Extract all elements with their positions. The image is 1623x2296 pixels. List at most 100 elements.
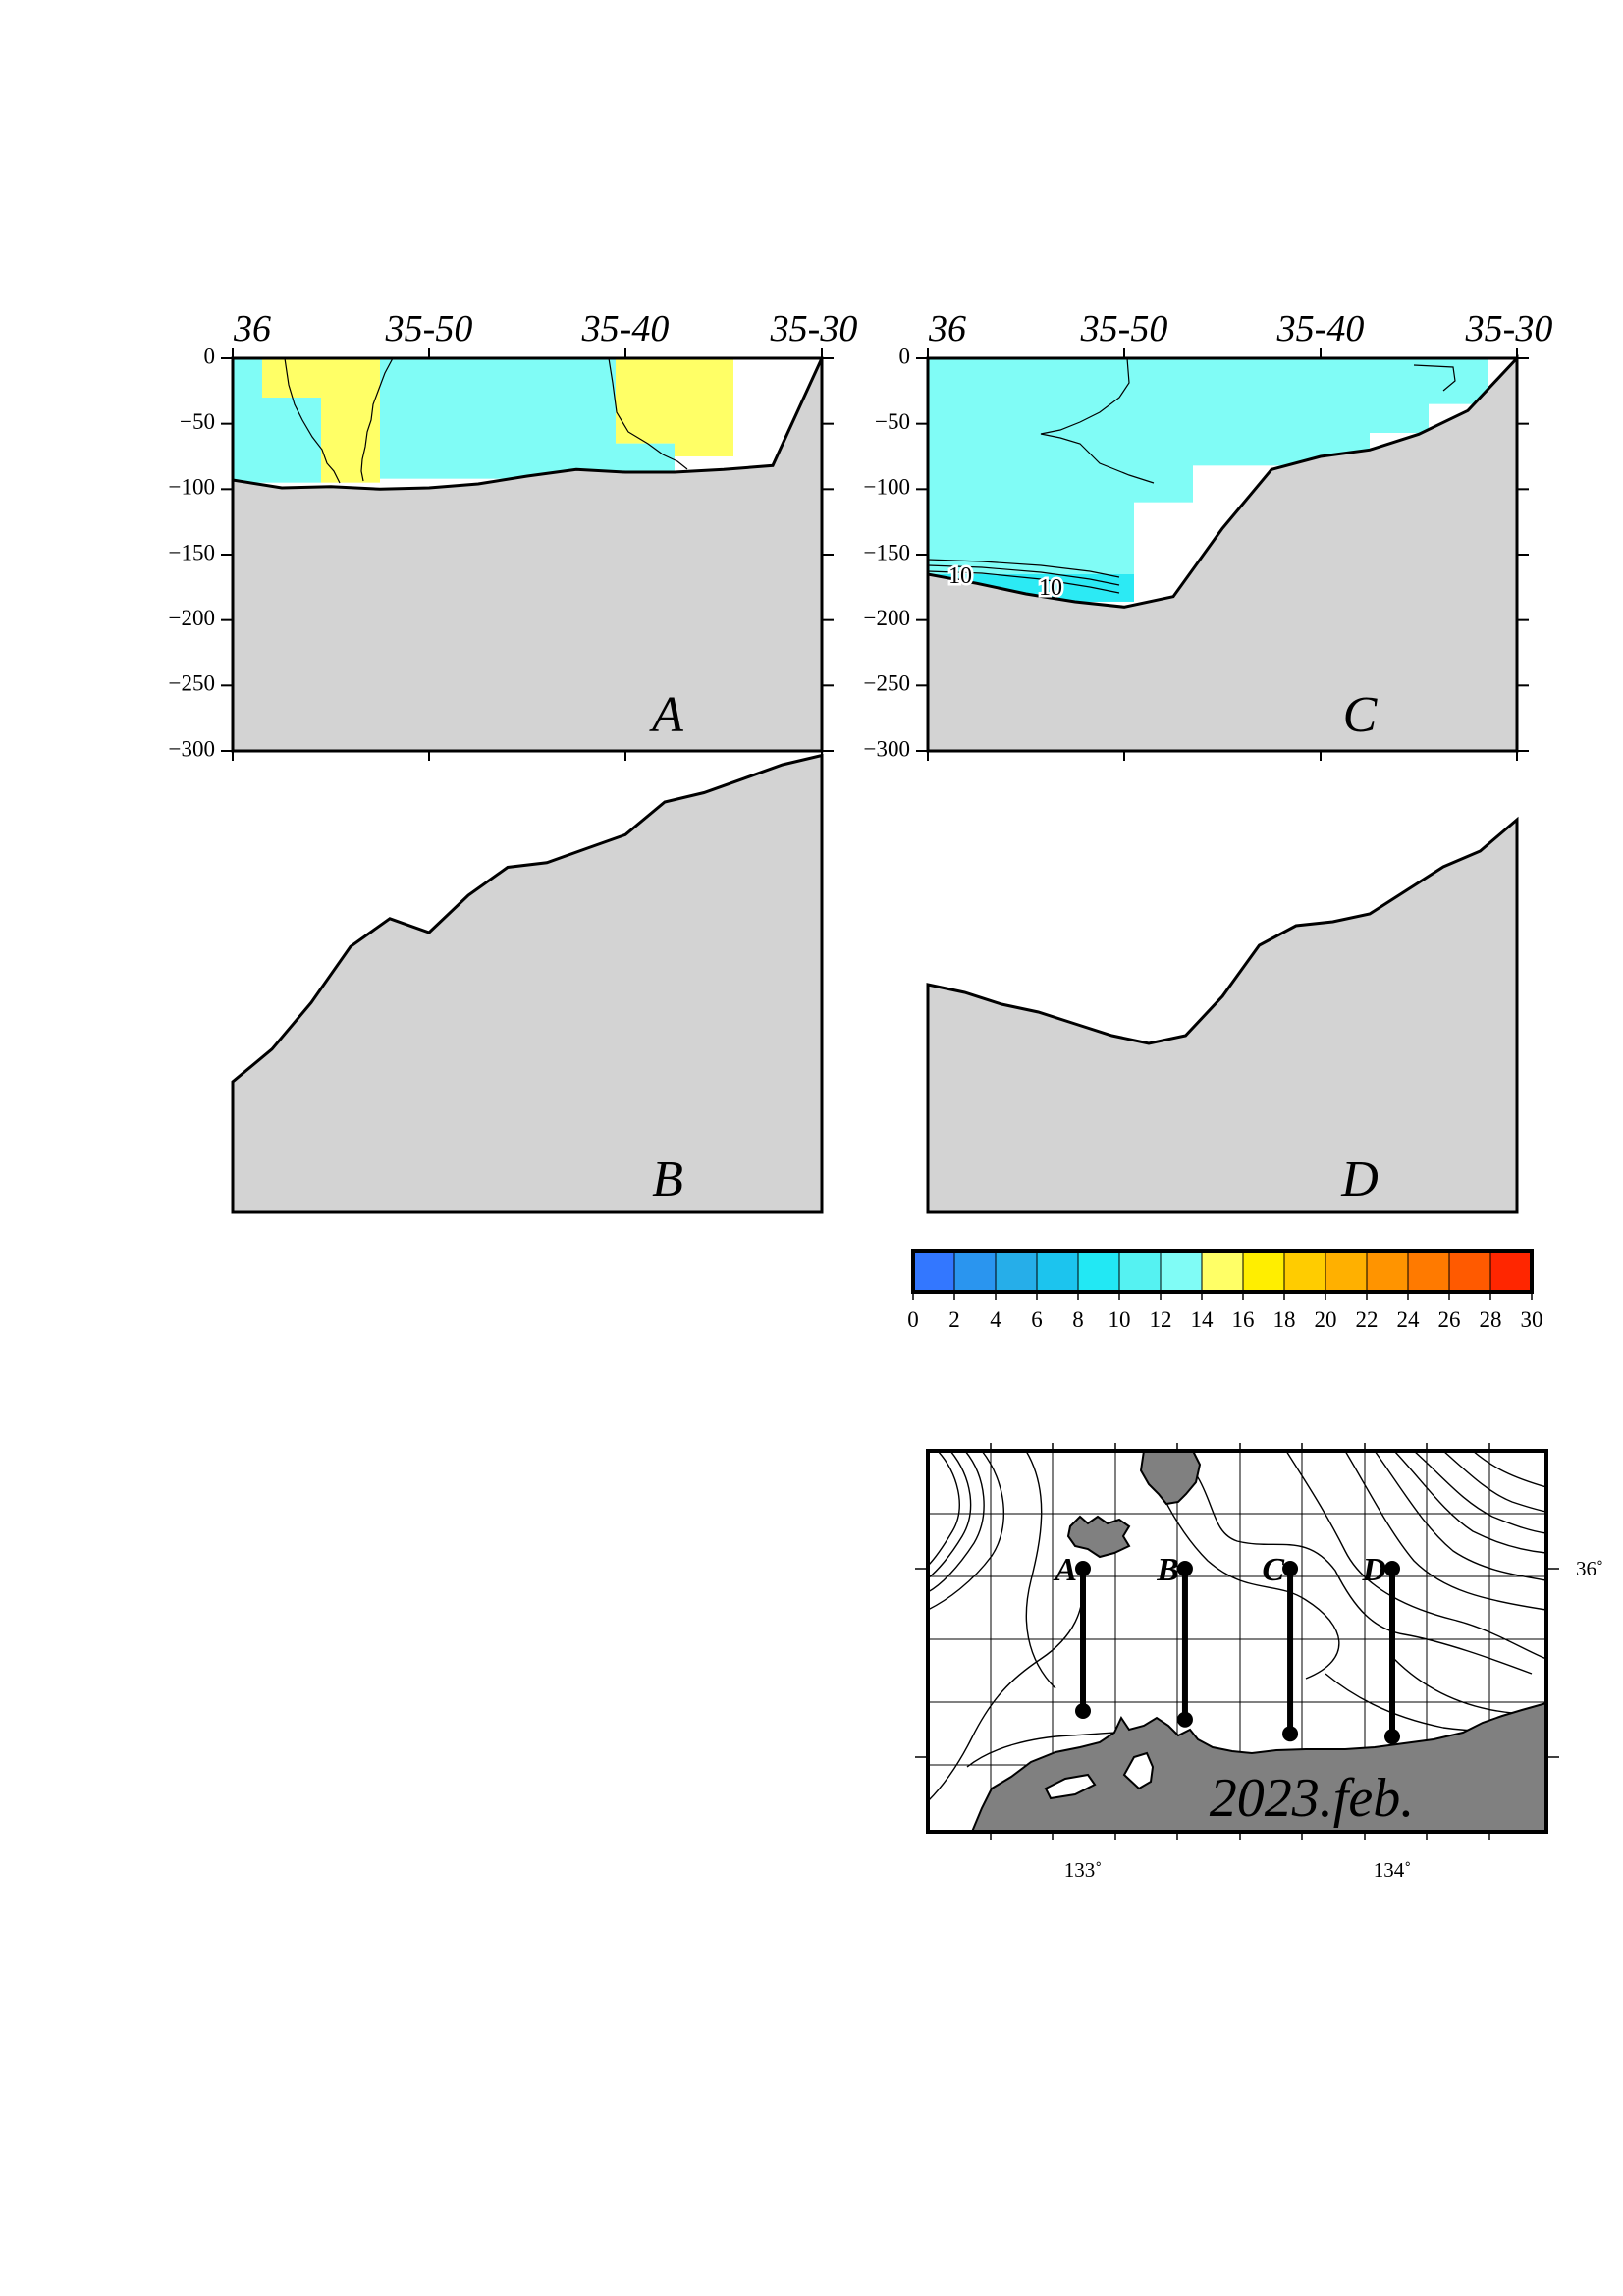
map-graticule — [928, 1451, 1546, 1832]
panel-b-bathymetry — [231, 753, 824, 1214]
colorbar-segment — [995, 1250, 1038, 1293]
c-temp-cell-1 — [1134, 358, 1193, 503]
colorbar-tick-label: 30 — [1521, 1308, 1543, 1332]
colorbar-frame — [911, 1249, 1534, 1294]
colorbar-segment — [1489, 1250, 1533, 1293]
colorbar-tick-label: 28 — [1480, 1308, 1502, 1332]
colorbar-tick-label: 26 — [1438, 1308, 1461, 1332]
map-date-stamp: 2023.feb. — [1210, 1768, 1414, 1829]
c-temp-cell-2 — [1193, 358, 1370, 466]
transect-start-d — [1384, 1561, 1400, 1576]
map-lon-label-133: 133˚ — [1064, 1858, 1103, 1882]
panel-c-contours — [928, 358, 1456, 594]
transect-end-b — [1176, 1711, 1193, 1728]
panel-a-axes: 0 −50 −100 −150 −200 −250 −300 36 35-50 35-40 35-3… — [169, 308, 858, 761]
a-temp-cell-3 — [321, 358, 380, 483]
colorbar-segment — [1201, 1250, 1244, 1293]
panel-c-contour-line — [928, 570, 1120, 594]
c-temp-cell-0 — [928, 358, 1134, 601]
colorbar-segment — [1036, 1250, 1079, 1293]
a-temp-cell-5 — [616, 358, 675, 444]
y-tick-label: −250 — [864, 671, 910, 696]
panel-a-contour-line — [360, 358, 394, 482]
y-tick-label: −300 — [169, 736, 215, 761]
panel-d-letter: D — [1340, 1151, 1379, 1207]
colorbar-segment — [1242, 1250, 1285, 1293]
colorbar-tick-label: 8 — [1072, 1308, 1084, 1332]
transect-end-c — [1282, 1726, 1299, 1742]
colorbar-segment — [1366, 1250, 1409, 1293]
a-temp-cell-2 — [262, 358, 321, 398]
map-frame — [926, 1449, 1548, 1834]
map-lon-label-134: 134˚ — [1374, 1858, 1412, 1882]
panel-a-contours — [284, 358, 688, 484]
transect-end-a — [1075, 1703, 1091, 1719]
panel-a-temperature-cells — [233, 358, 733, 483]
x-tick-label: 35-40 — [581, 308, 670, 349]
panel-b-letter: B — [652, 1151, 683, 1207]
y-tick-label: 0 — [899, 344, 911, 368]
map-land-south — [970, 1701, 1547, 1833]
y-tick-label: −200 — [864, 606, 910, 630]
transect-label-d: D — [1361, 1552, 1386, 1588]
a-temp-cell-1 — [233, 398, 321, 483]
panel-c-temperature-cells — [928, 358, 1488, 601]
x-tick-label: 35-50 — [385, 308, 473, 349]
colorbar-tick-label: 24 — [1397, 1308, 1421, 1332]
panel-d-bathymetry — [926, 816, 1519, 1214]
colorbar-segment — [1077, 1250, 1120, 1293]
panel-c-contour-line — [928, 564, 1120, 586]
colorbar-tick-label: 12 — [1150, 1308, 1172, 1332]
temperature-colorbar: 0 2 4 6 8 10 12 14 16 18 20 22 24 26 28 30 — [907, 1249, 1543, 1332]
transect-start-a — [1075, 1561, 1091, 1576]
panel-a-contour-line — [284, 358, 341, 484]
colorbar-segment — [912, 1250, 955, 1293]
panel-a-bathymetry — [231, 357, 824, 753]
colorbar-tick-label: 16 — [1232, 1308, 1255, 1332]
y-tick-label: 0 — [204, 344, 216, 368]
map-lake-2 — [1122, 1751, 1155, 1790]
panel-c-contour-line — [928, 559, 1120, 578]
y-tick-label: −250 — [169, 671, 215, 696]
colorbar-segment — [1325, 1250, 1368, 1293]
map-island-north — [1139, 1450, 1202, 1506]
y-tick-label: −100 — [169, 475, 215, 500]
panel-c-contour-label: 10 — [1039, 575, 1062, 601]
station-map: A B C D 2023.feb. 133˚ 134˚ 36˚ — [915, 1443, 1603, 1882]
x-tick-label: 35-30 — [770, 308, 858, 349]
colorbar-tick-label: 20 — [1315, 1308, 1337, 1332]
transect-label-a: A — [1053, 1552, 1077, 1588]
transect-label-c: C — [1262, 1552, 1284, 1588]
a-temp-cell-4 — [380, 358, 616, 479]
x-tick-label: 36 — [928, 308, 966, 349]
x-tick-label: 36 — [233, 308, 271, 349]
y-tick-label: −150 — [169, 540, 215, 564]
transect-start-c — [1282, 1561, 1299, 1576]
a-temp-cell-7 — [675, 358, 733, 456]
transect-end-d — [1384, 1729, 1400, 1745]
map-lake-1 — [1044, 1773, 1097, 1800]
panel-a: 0 −50 −100 −150 −200 −250 −300 36 35-50 35-40 35-3… — [169, 308, 858, 761]
y-tick-label: −50 — [180, 409, 215, 434]
y-tick-label: −100 — [864, 475, 910, 500]
panel-a-contour-line — [608, 358, 688, 470]
panel-c-contour-label: 10 — [948, 563, 972, 589]
a-temp-cell-6 — [616, 443, 675, 474]
map-ticks — [915, 1443, 1559, 1840]
panel-a-letter: A — [649, 687, 683, 743]
panel-c-bathymetry — [926, 354, 1519, 753]
colorbar-tick-label: 4 — [990, 1308, 1001, 1332]
colorbar-segment — [1407, 1250, 1450, 1293]
map-transects: A B C D — [1053, 1552, 1400, 1745]
colorbar-tick-label: 2 — [948, 1308, 960, 1332]
panel-d: D — [926, 816, 1519, 1214]
c-temp-cell-3 — [1370, 358, 1429, 433]
colorbar-segment — [1118, 1250, 1162, 1293]
panel-c-contour-line — [1040, 358, 1155, 484]
y-tick-label: −300 — [864, 736, 910, 761]
colorbar-tick-label: 14 — [1191, 1308, 1215, 1332]
colorbar-tick-label: 0 — [907, 1308, 919, 1332]
colorbar-tick-label: 22 — [1356, 1308, 1379, 1332]
a-temp-cell-0 — [233, 358, 262, 398]
